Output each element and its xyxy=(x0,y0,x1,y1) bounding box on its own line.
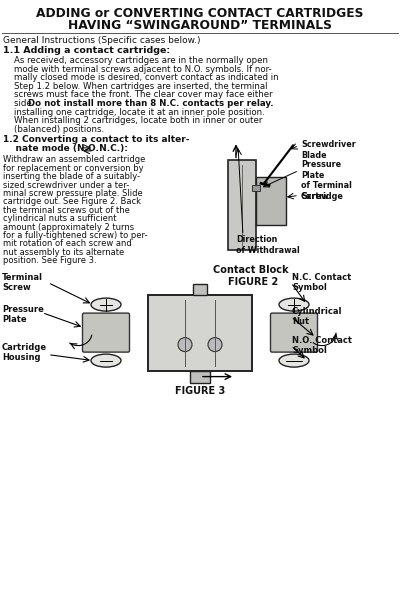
Text: N.C. Contact
Symbol: N.C. Contact Symbol xyxy=(292,273,351,292)
Text: nate mode (N.O.: nate mode (N.O. xyxy=(3,144,102,153)
Bar xyxy=(252,185,260,192)
Text: nut assembly to its alternate: nut assembly to its alternate xyxy=(3,248,124,257)
Bar xyxy=(228,160,256,250)
Bar xyxy=(193,283,207,294)
Text: HAVING “SWINGAROUND” TERMINALS: HAVING “SWINGAROUND” TERMINALS xyxy=(68,19,332,32)
Bar xyxy=(190,371,210,383)
Ellipse shape xyxy=(279,298,309,311)
Text: mally closed mode is desired, convert contact as indicated in: mally closed mode is desired, convert co… xyxy=(14,73,279,82)
Text: Step 1.2 below. When cartridges are inserted, the terminal: Step 1.2 below. When cartridges are inse… xyxy=(14,82,268,91)
Text: for a fully-tightened screw) to per-: for a fully-tightened screw) to per- xyxy=(3,231,148,240)
Text: Terminal
Screw: Terminal Screw xyxy=(2,273,43,292)
Text: Cartridge
Housing: Cartridge Housing xyxy=(2,342,47,362)
Text: installing one cartridge, locate it at an inner pole position.: installing one cartridge, locate it at a… xyxy=(14,108,265,116)
Text: Contact Block: Contact Block xyxy=(213,265,289,275)
Text: Direction
of Withdrawal: Direction of Withdrawal xyxy=(236,235,300,255)
Text: inserting the blade of a suitably-: inserting the blade of a suitably- xyxy=(3,172,140,181)
Text: position. See Figure 3.: position. See Figure 3. xyxy=(3,256,97,265)
Text: Cylindrical
Nut: Cylindrical Nut xyxy=(292,307,342,326)
Ellipse shape xyxy=(279,354,309,367)
Text: cylindrical nuts a sufficient: cylindrical nuts a sufficient xyxy=(3,214,116,223)
Text: for replacement or conversion by: for replacement or conversion by xyxy=(3,164,144,173)
Text: Pressure
Plate: Pressure Plate xyxy=(2,304,44,324)
Text: Withdraw an assembled cartridge: Withdraw an assembled cartridge xyxy=(3,155,145,164)
Text: mit rotation of each screw and: mit rotation of each screw and xyxy=(3,240,132,248)
Text: screws must face the front. The clear cover may face either: screws must face the front. The clear co… xyxy=(14,91,273,99)
Circle shape xyxy=(178,338,192,352)
Text: General Instructions (Specific cases below.): General Instructions (Specific cases bel… xyxy=(3,36,200,45)
Circle shape xyxy=(208,338,222,352)
FancyBboxPatch shape xyxy=(82,313,130,352)
Text: side.: side. xyxy=(14,99,37,108)
Text: N.O. Contact
Symbol: N.O. Contact Symbol xyxy=(292,336,352,355)
Text: 1.1 Adding a contact cartridge:: 1.1 Adding a contact cartridge: xyxy=(3,46,170,55)
Text: When installing 2 cartridges, locate both in inner or outer: When installing 2 cartridges, locate bot… xyxy=(14,116,262,125)
Text: FIGURE 2: FIGURE 2 xyxy=(228,277,278,288)
Bar xyxy=(148,294,252,371)
Text: As received, accessory cartridges are in the normally open: As received, accessory cartridges are in… xyxy=(14,56,268,65)
Text: Screwdriver
Blade: Screwdriver Blade xyxy=(301,140,356,160)
Text: minal screw pressure plate. Slide: minal screw pressure plate. Slide xyxy=(3,189,143,198)
Ellipse shape xyxy=(91,298,121,311)
Text: ADDING or CONVERTING CONTACT CARTRIDGES: ADDING or CONVERTING CONTACT CARTRIDGES xyxy=(36,7,364,20)
Text: Pressure
Plate
of Terminal
Screw: Pressure Plate of Terminal Screw xyxy=(301,160,352,201)
Text: Cartridge: Cartridge xyxy=(301,192,344,201)
Text: N.C.):: N.C.): xyxy=(96,144,128,153)
Text: (balanced) positions.: (balanced) positions. xyxy=(14,125,104,134)
Text: FIGURE 3: FIGURE 3 xyxy=(175,386,225,395)
Text: cartridge out. See Figure 2. Back: cartridge out. See Figure 2. Back xyxy=(3,197,141,206)
Text: the terminal screws out of the: the terminal screws out of the xyxy=(3,206,130,215)
Text: amount (approximately 2 turns: amount (approximately 2 turns xyxy=(3,222,134,232)
Text: 1.2 Converting a contact to its alter-: 1.2 Converting a contact to its alter- xyxy=(3,136,190,144)
FancyBboxPatch shape xyxy=(270,313,318,352)
Text: Do not install more than 8 N.C. contacts per relay.: Do not install more than 8 N.C. contacts… xyxy=(28,99,274,108)
Text: sized screwdriver under a ter-: sized screwdriver under a ter- xyxy=(3,180,129,190)
Bar xyxy=(256,177,286,225)
Ellipse shape xyxy=(91,354,121,367)
Text: mode with terminal screws adjacent to N.O. symbols. If nor-: mode with terminal screws adjacent to N.… xyxy=(14,65,272,73)
